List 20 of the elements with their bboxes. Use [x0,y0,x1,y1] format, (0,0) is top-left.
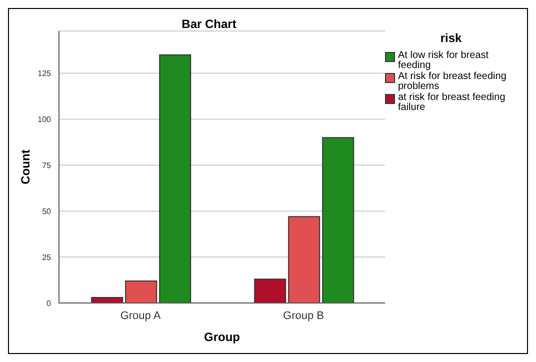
bar [322,137,354,303]
y-tick-label: 0 [46,298,52,308]
y-tick-label: 100 [38,115,52,124]
bar [91,296,124,303]
y-tick-label: 75 [42,161,52,170]
legend-label: At low risk for breast feeding [398,50,490,71]
bar [125,280,158,303]
legend-title: risk [439,31,463,45]
chart-title: Bar Chart [180,17,238,31]
x-tick-label: Group B [283,310,324,322]
bar [254,278,286,303]
legend-label: at risk for breast feeding failure [398,92,506,113]
bar [288,216,320,303]
y-axis-title: Count [18,150,32,184]
x-tick-label: Group A [120,310,162,322]
y-tick-label: 50 [42,206,52,216]
y-tick-label: 125 [38,69,52,78]
bar [159,54,192,303]
y-tick-label: 25 [42,252,52,262]
x-axis-title: Group [204,330,240,344]
